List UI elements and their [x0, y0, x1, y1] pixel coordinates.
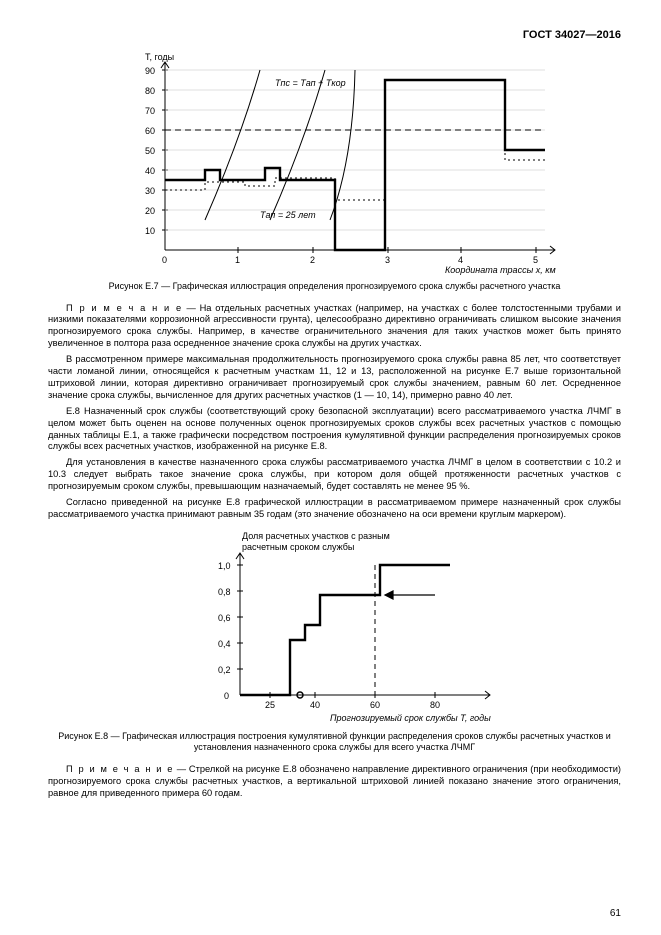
caption-e8: Рисунок Е.8 — Графическая иллюстрация по… — [48, 731, 621, 754]
svg-text:2: 2 — [310, 255, 315, 265]
svg-text:0,8: 0,8 — [218, 587, 231, 597]
svg-text:4: 4 — [458, 255, 463, 265]
svg-text:0: 0 — [162, 255, 167, 265]
ylabel-e8-2: расчетным сроком службы — [242, 542, 354, 552]
svg-text:60: 60 — [145, 126, 155, 136]
note-1: П р и м е ч а н и е — На отдельных расче… — [48, 303, 621, 351]
svg-text:80: 80 — [430, 700, 440, 710]
svg-text:70: 70 — [145, 106, 155, 116]
ylabel-e7: Т, годы — [145, 52, 174, 62]
svg-text:50: 50 — [145, 146, 155, 156]
svg-text:40: 40 — [310, 700, 320, 710]
svg-text:90: 90 — [145, 66, 155, 76]
chart-e7: Т, годы 10 20 30 40 50 60 70 80 90 — [105, 50, 565, 275]
page-header: ГОСТ 34027—2016 — [48, 28, 621, 42]
ylabel-e8-1: Доля расчетных участков с разным — [242, 531, 390, 541]
svg-text:60: 60 — [370, 700, 380, 710]
svg-text:5: 5 — [533, 255, 538, 265]
svg-text:80: 80 — [145, 86, 155, 96]
series-bold — [165, 80, 545, 250]
caption-e7: Рисунок Е.7 — Графическая иллюстрация оп… — [48, 281, 621, 293]
svg-text:1: 1 — [235, 255, 240, 265]
svg-text:1,0: 1,0 — [218, 561, 231, 571]
xlabel-e7: Координата трассы x, км — [445, 265, 556, 275]
svg-text:10: 10 — [145, 226, 155, 236]
figure-e8: Доля расчетных участков с разным расчетн… — [48, 525, 621, 725]
arrow-icon — [385, 591, 435, 599]
para-3: Е.8 Назначенный срок службы (соответству… — [48, 406, 621, 454]
para-5: Согласно приведенной на рисунке Е.8 граф… — [48, 497, 621, 521]
svg-text:40: 40 — [145, 166, 155, 176]
para-2: В рассмотренном примере максимальная про… — [48, 354, 621, 402]
svg-text:0: 0 — [224, 691, 229, 701]
cdf-line — [240, 565, 450, 695]
chart-e8: Доля расчетных участков с разным расчетн… — [170, 525, 500, 725]
page: ГОСТ 34027—2016 Т, годы 10 20 30 40 50 — [0, 0, 661, 935]
svg-text:25: 25 — [265, 700, 275, 710]
annot-top: Tпс = Tап + Tкор — [275, 78, 346, 88]
para-4: Для установления в качестве назначенного… — [48, 457, 621, 493]
svg-text:0,6: 0,6 — [218, 613, 231, 623]
series-dotted — [165, 80, 545, 200]
xlabel-e8: Прогнозируемый срок службы Т, годы — [330, 713, 491, 723]
annot-mid: Tап = 25 лет — [260, 210, 316, 220]
page-number: 61 — [610, 908, 621, 921]
svg-text:0,4: 0,4 — [218, 639, 231, 649]
svg-text:3: 3 — [385, 255, 390, 265]
note-2: П р и м е ч а н и е — Стрелкой на рисунк… — [48, 764, 621, 800]
figure-e7: Т, годы 10 20 30 40 50 60 70 80 90 — [48, 50, 621, 275]
svg-text:30: 30 — [145, 186, 155, 196]
svg-text:20: 20 — [145, 206, 155, 216]
svg-text:0,2: 0,2 — [218, 665, 231, 675]
